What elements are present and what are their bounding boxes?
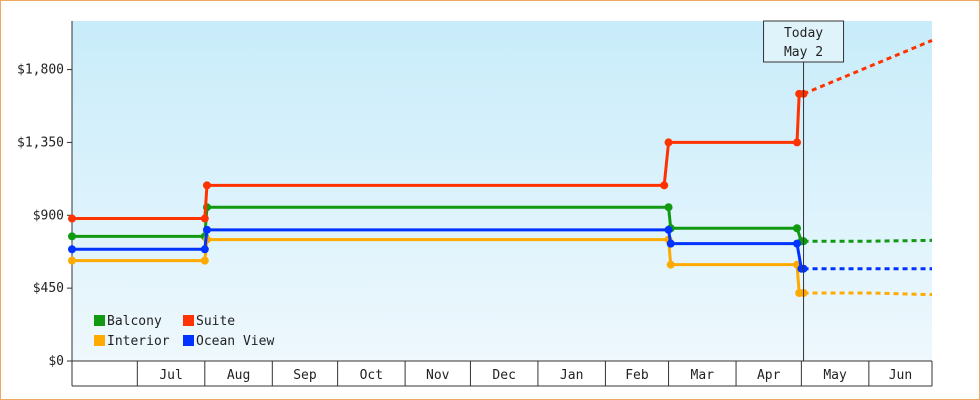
today-date: May 2 [784, 45, 823, 60]
data-point [793, 224, 802, 233]
data-point [660, 181, 669, 190]
data-point [200, 256, 209, 265]
data-point [68, 214, 76, 223]
x-tick-label: Apr [757, 368, 781, 383]
legend-label: Balcony [107, 314, 162, 329]
series-line [72, 92, 804, 221]
today-label: Today [784, 26, 823, 41]
axes: $0 $450 $900 $1,350 $1,800 Jul Aug Sep Oct Nov Dec… [17, 21, 933, 387]
legend-swatch [94, 335, 105, 346]
data-point [793, 239, 802, 248]
data-point [200, 214, 209, 223]
x-tick-label: Mar [691, 368, 715, 383]
y-tick-label: $0 [48, 354, 64, 369]
y-tick-label: $900 [33, 208, 64, 223]
legend-swatch [94, 315, 105, 326]
data-point [200, 245, 209, 254]
x-tick-label: Jul [159, 368, 182, 383]
forecast-line [803, 238, 933, 243]
series-suite [68, 39, 933, 223]
x-tick-label: Aug [227, 368, 250, 383]
x-tick-label: May [823, 368, 847, 383]
data-point [202, 225, 211, 234]
x-tick-label: Nov [426, 368, 450, 383]
data-point [202, 181, 211, 190]
data-point [68, 256, 76, 265]
legend-label: Suite [196, 314, 235, 329]
x-tick-label: Jan [560, 368, 583, 383]
data-point [664, 203, 673, 212]
data-point [666, 239, 675, 248]
data-point [664, 138, 673, 147]
legend-label: Interior [107, 334, 170, 349]
data-point [68, 245, 76, 254]
legend-swatch [183, 315, 194, 326]
x-tick-label: Feb [625, 368, 649, 383]
plot-background [72, 21, 932, 361]
series-ocean-view [68, 225, 932, 273]
today-box [763, 20, 845, 63]
data-point [68, 232, 76, 241]
legend-swatch [183, 335, 194, 346]
series-lines [68, 39, 933, 297]
data-point [664, 225, 673, 234]
x-tick-label: Oct [360, 368, 383, 383]
today-marker: Today May 2 [763, 20, 845, 361]
y-tick-label: $450 [33, 281, 64, 296]
legend-label: Ocean View [196, 334, 274, 349]
x-tick-label: Dec [492, 368, 515, 383]
x-tick-label: Sep [293, 368, 317, 383]
data-point [666, 260, 675, 269]
x-tick-label: Jun [889, 368, 912, 383]
legend: Balcony Suite Interior Ocean View [94, 314, 274, 349]
forecast-line [803, 291, 933, 297]
data-point [793, 138, 802, 147]
y-tick-label: $1,350 [17, 135, 64, 150]
y-tick-label: $1,800 [17, 63, 64, 78]
